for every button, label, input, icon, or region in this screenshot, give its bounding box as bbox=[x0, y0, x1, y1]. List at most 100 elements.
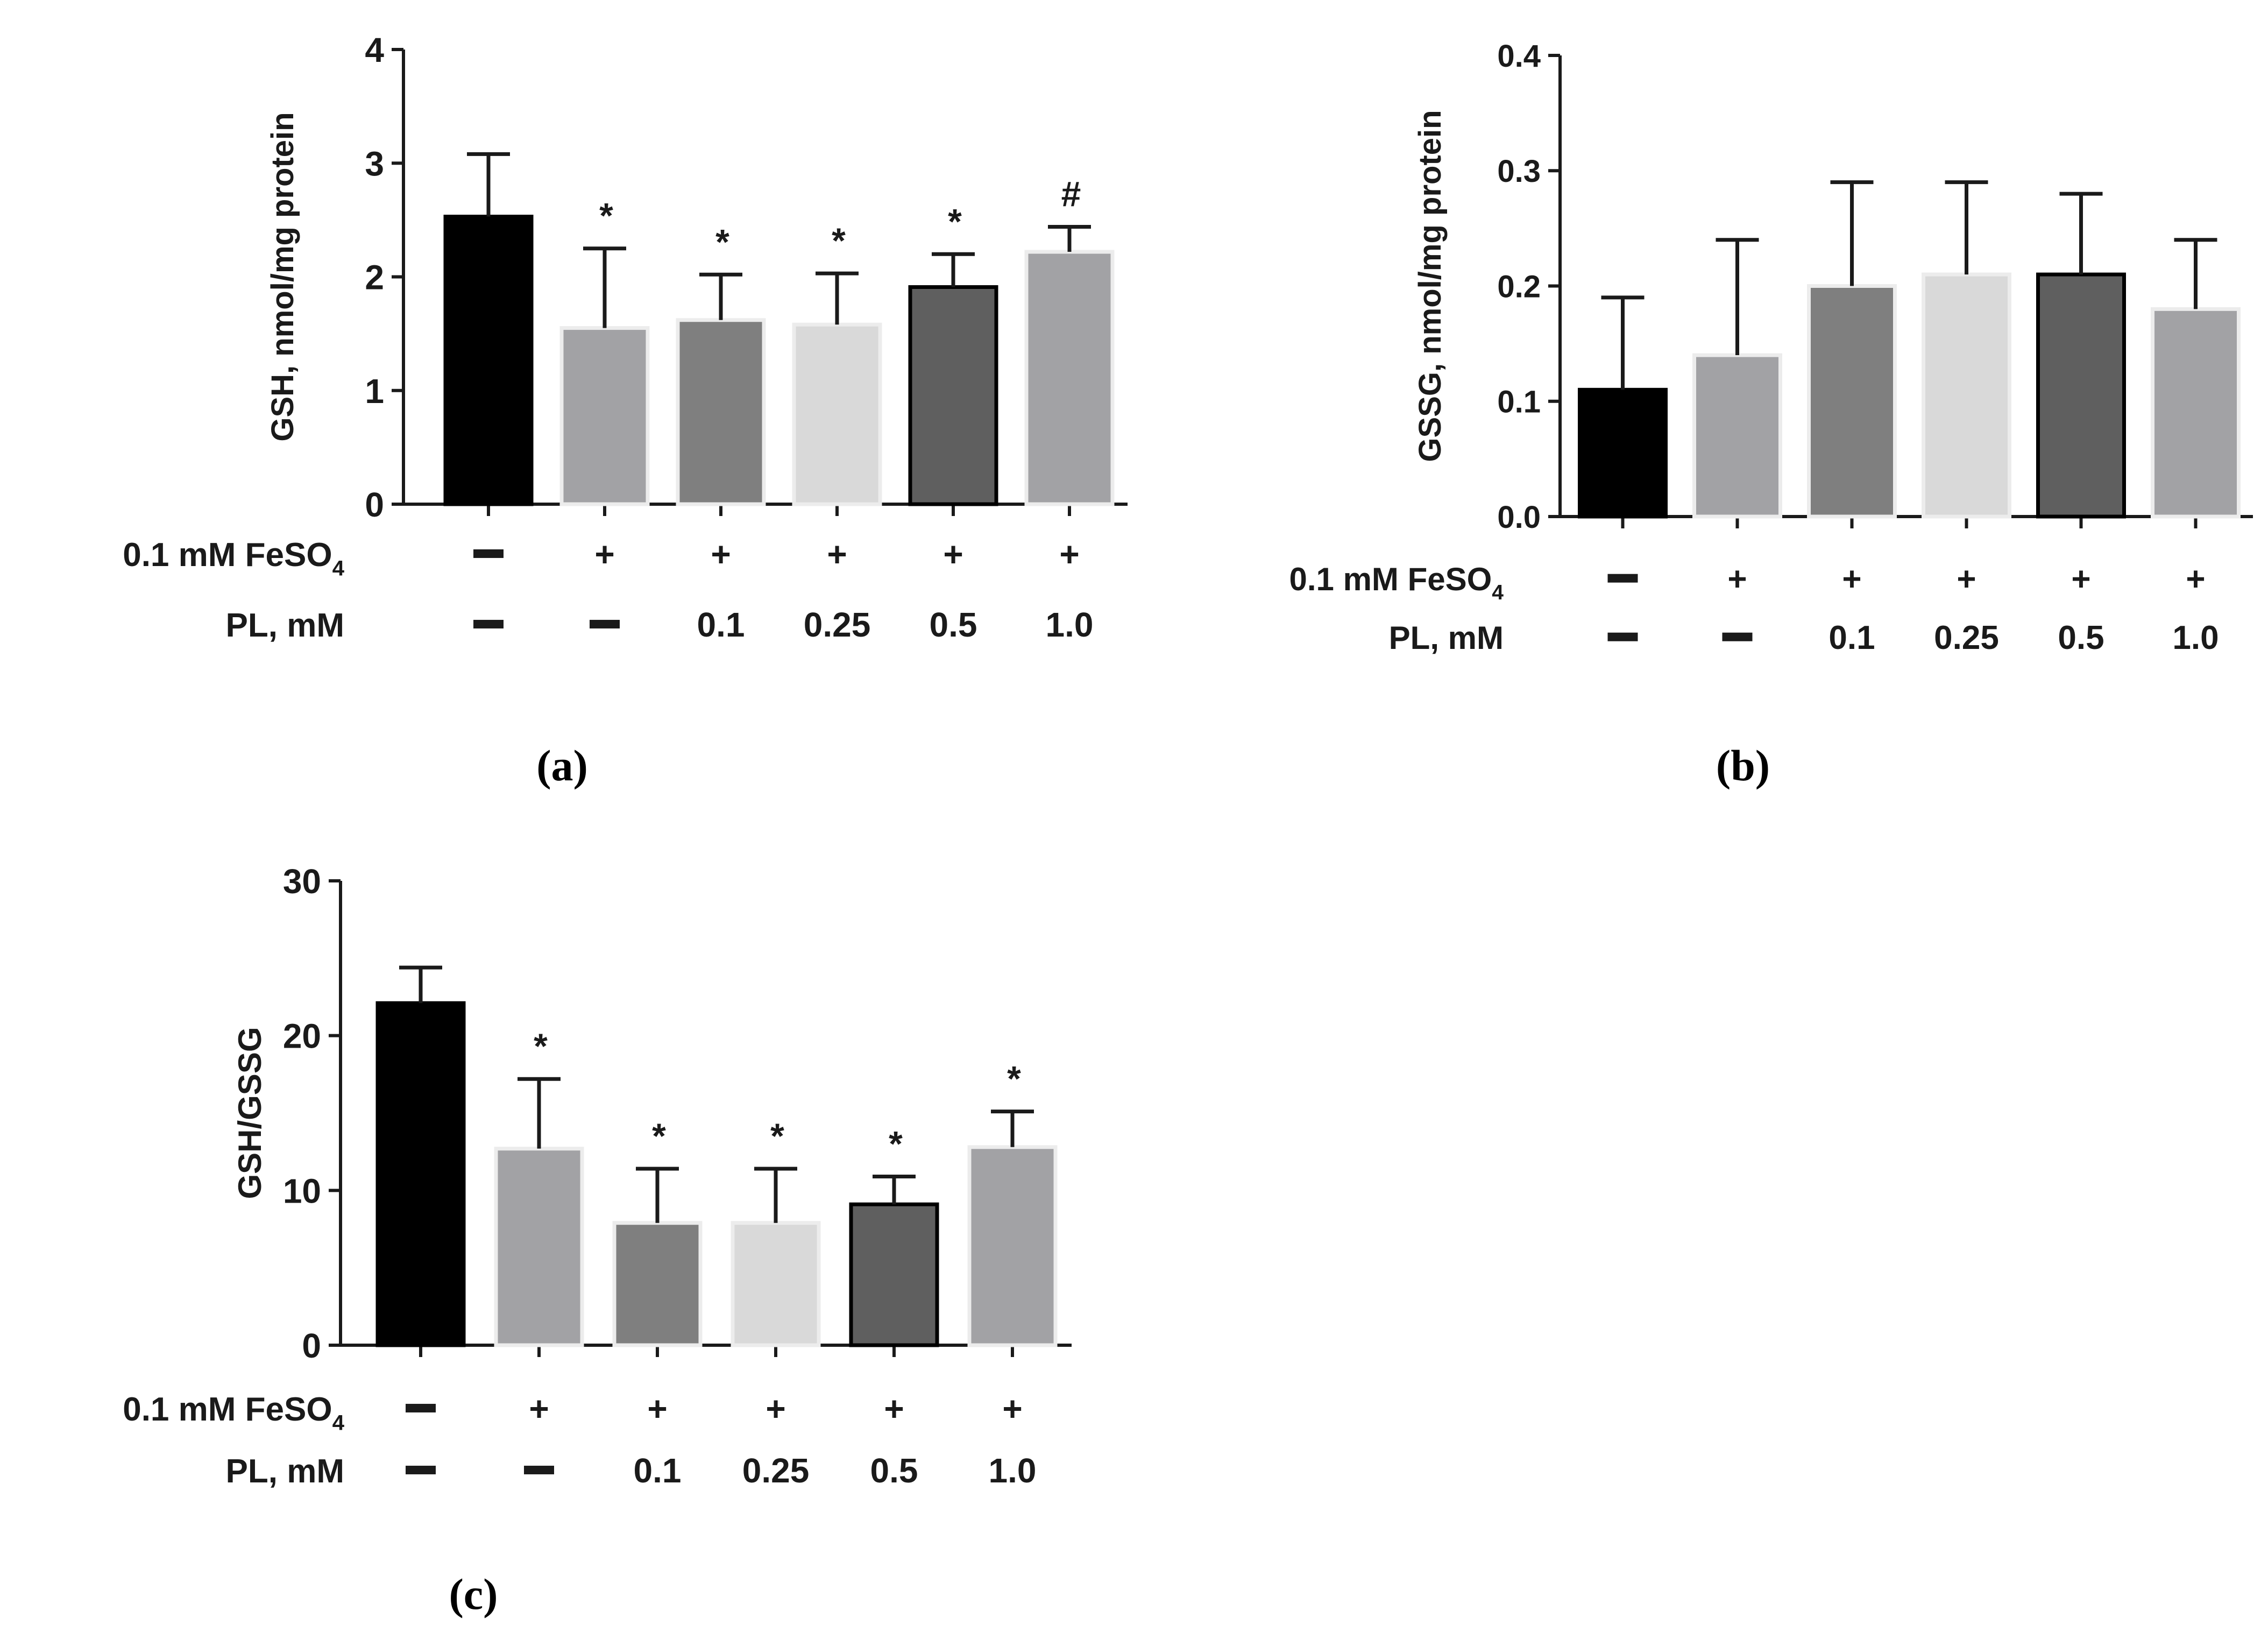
row-label-feso4-subscript: 4 bbox=[332, 1410, 345, 1435]
y-axis-title: GSSG, nmol/mg protein bbox=[1413, 110, 1448, 462]
cell-pl: 0.25 bbox=[1934, 619, 1999, 656]
cell-feso4: + bbox=[1957, 561, 1976, 598]
y-tick-label: 0.2 bbox=[1497, 269, 1541, 304]
cell-pl: 0.5 bbox=[2058, 619, 2104, 656]
row-label-feso4: 0.1 mM FeSO4 bbox=[1289, 561, 1504, 604]
significance-mark: * bbox=[889, 1124, 903, 1163]
cell-feso4: + bbox=[1842, 561, 1861, 598]
cell-feso4-dash bbox=[406, 1403, 436, 1412]
row-label-feso4: 0.1 mM FeSO4 bbox=[123, 1391, 344, 1435]
y-tick-label: 1 bbox=[365, 372, 384, 411]
cell-pl: 0.25 bbox=[742, 1451, 810, 1490]
y-tick-label: 3 bbox=[365, 144, 384, 183]
cell-feso4: + bbox=[529, 1389, 549, 1428]
significance-mark: * bbox=[599, 196, 613, 236]
row-label-pl: PL, mM bbox=[226, 1453, 344, 1490]
cell-pl-dash bbox=[1607, 632, 1638, 641]
cell-feso4: + bbox=[1002, 1389, 1022, 1428]
cell-pl-dash bbox=[406, 1465, 436, 1474]
cell-pl: 0.1 bbox=[1828, 619, 1875, 656]
bar bbox=[676, 318, 766, 506]
bar bbox=[792, 322, 882, 506]
bar bbox=[612, 1221, 703, 1347]
bar bbox=[1578, 387, 1668, 519]
cell-pl: 1.0 bbox=[1046, 605, 1094, 644]
cell-feso4: + bbox=[827, 535, 847, 574]
bar bbox=[908, 285, 998, 506]
significance-mark: * bbox=[832, 221, 846, 260]
row-label-feso4-main: 0.1 mM FeSO bbox=[123, 1391, 332, 1428]
y-tick-label: 30 bbox=[283, 862, 321, 901]
cell-pl-dash bbox=[590, 619, 620, 628]
cell-pl: 0.1 bbox=[634, 1451, 682, 1490]
bar bbox=[443, 215, 534, 506]
bar bbox=[2151, 307, 2241, 519]
y-tick-label: 0.0 bbox=[1497, 500, 1541, 535]
cell-feso4-dash bbox=[473, 549, 504, 558]
cell-pl: 0.1 bbox=[697, 605, 745, 644]
cell-feso4: + bbox=[1059, 535, 1079, 574]
chart-panel-a: 0 1 2 3 4 GSH, nmol/mg protein * * * * #0.1 mM FeS… bbox=[123, 31, 1128, 790]
row-label-pl: PL, mM bbox=[1389, 620, 1504, 656]
cell-feso4: + bbox=[1727, 561, 1747, 598]
cell-feso4: + bbox=[2071, 561, 2090, 598]
cell-pl: 1.0 bbox=[2172, 619, 2219, 656]
row-label-feso4-subscript: 4 bbox=[332, 556, 345, 580]
y-tick-label: 20 bbox=[283, 1017, 321, 1056]
cell-feso4-dash bbox=[1607, 574, 1638, 583]
row-label-feso4-main: 0.1 mM FeSO bbox=[123, 536, 332, 574]
significance-mark: * bbox=[652, 1116, 666, 1156]
cell-feso4: + bbox=[594, 535, 614, 574]
bar bbox=[849, 1202, 939, 1347]
bar bbox=[559, 326, 650, 506]
y-tick-label: 0 bbox=[365, 485, 384, 524]
y-tick-label: 0.4 bbox=[1497, 39, 1541, 74]
row-label-pl: PL, mM bbox=[226, 607, 344, 644]
cell-feso4: + bbox=[2186, 561, 2205, 598]
y-tick-label: 0.3 bbox=[1497, 154, 1541, 189]
panel-label: (c) bbox=[449, 1570, 498, 1619]
bar bbox=[1807, 284, 1897, 519]
y-tick-label: 0 bbox=[302, 1326, 321, 1365]
cell-feso4: + bbox=[884, 1389, 904, 1428]
cell-pl: 0.5 bbox=[930, 605, 977, 644]
bar bbox=[731, 1221, 821, 1347]
cell-feso4: + bbox=[711, 535, 731, 574]
panel-label: (a) bbox=[536, 741, 588, 790]
bar bbox=[967, 1145, 1058, 1347]
row-label-feso4-subscript: 4 bbox=[1492, 581, 1504, 604]
y-axis-title: GSH/GSSG bbox=[232, 1027, 268, 1199]
bar bbox=[494, 1147, 584, 1347]
significance-mark: # bbox=[1061, 174, 1081, 214]
row-label-feso4: 0.1 mM FeSO4 bbox=[123, 536, 344, 580]
cell-feso4: + bbox=[647, 1389, 667, 1428]
significance-mark: * bbox=[770, 1116, 784, 1156]
bar bbox=[2036, 272, 2126, 519]
cell-pl: 1.0 bbox=[989, 1451, 1037, 1490]
chart-panel-c: 0 10 20 30 GSH/GSSG * * * * * 0.1 mM FeSO4 PL, mM + +… bbox=[123, 862, 1072, 1619]
significance-mark: * bbox=[715, 222, 729, 262]
y-tick-label: 4 bbox=[365, 31, 384, 69]
y-tick-label: 10 bbox=[283, 1171, 321, 1210]
significance-mark: * bbox=[534, 1026, 548, 1066]
cell-feso4: + bbox=[766, 1389, 785, 1428]
bar bbox=[1024, 250, 1115, 506]
chart-panel-b: 0.0 0.1 0.2 0.3 0.4 GSSG, nmol/mg protein 0.1 … bbox=[1289, 39, 2253, 790]
significance-mark: * bbox=[948, 201, 962, 241]
y-axis-title: GSH, nmol/mg protein bbox=[265, 112, 300, 441]
significance-mark: * bbox=[1007, 1059, 1021, 1099]
bar bbox=[1692, 353, 1782, 519]
cell-pl-dash bbox=[524, 1465, 554, 1474]
y-tick-label: 2 bbox=[365, 258, 384, 297]
cell-pl: 0.5 bbox=[870, 1451, 918, 1490]
bar bbox=[375, 1001, 466, 1347]
cell-feso4: + bbox=[943, 535, 963, 574]
y-tick-label: 0.1 bbox=[1497, 385, 1541, 420]
bar bbox=[1922, 272, 2011, 519]
cell-pl-dash bbox=[473, 619, 504, 628]
cell-pl: 0.25 bbox=[804, 605, 871, 644]
panel-label: (b) bbox=[1716, 741, 1770, 790]
row-label-feso4-main: 0.1 mM FeSO bbox=[1289, 561, 1492, 597]
cell-pl-dash bbox=[1722, 632, 1753, 641]
